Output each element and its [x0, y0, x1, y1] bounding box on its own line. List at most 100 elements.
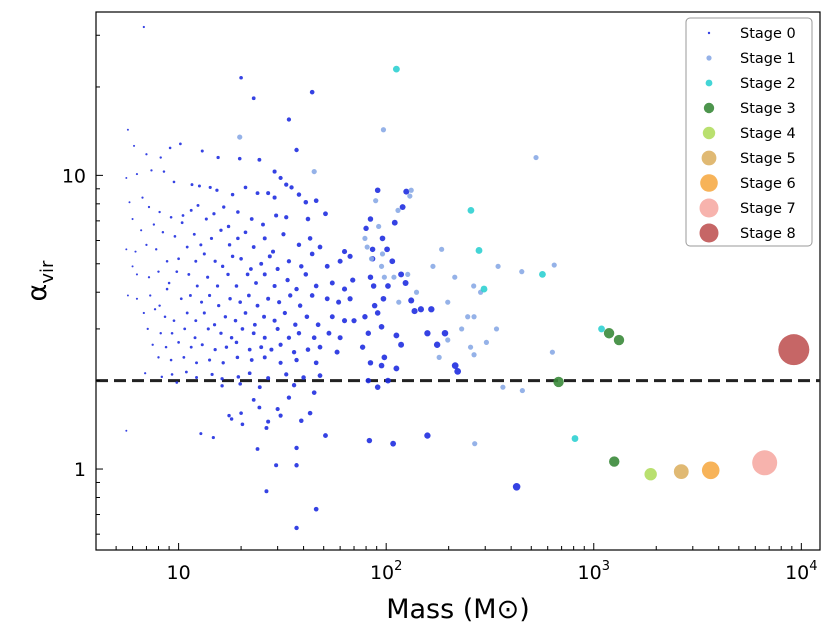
point-stage-0: [307, 410, 313, 416]
point-stage-2: [571, 435, 579, 442]
point-stage-0: [274, 213, 279, 218]
point-stage-0: [399, 204, 406, 211]
point-stage-0: [305, 216, 311, 222]
point-stage-0: [251, 331, 256, 336]
point-stage-2: [467, 206, 475, 214]
point-stage-0: [197, 184, 201, 188]
point-stage-0: [160, 375, 164, 379]
point-stage-0: [307, 236, 313, 241]
point-stage-0: [350, 277, 356, 283]
point-stage-0: [303, 272, 309, 277]
point-stage-0: [294, 525, 299, 531]
point-stage-0: [411, 308, 418, 315]
point-stage-0: [278, 413, 283, 418]
point-stage-0: [334, 349, 340, 355]
point-stage-0: [170, 373, 174, 376]
point-stage-0: [213, 259, 217, 263]
point-stage-0: [341, 286, 348, 292]
point-stage-1: [495, 263, 501, 269]
point-stage-0: [294, 463, 299, 468]
point-stage-1: [465, 314, 471, 320]
point-stage-0: [324, 296, 330, 302]
y-tick-label: 10: [62, 165, 86, 187]
point-stage-0: [324, 263, 330, 269]
point-stage-0: [227, 243, 232, 247]
point-stage-0: [278, 175, 283, 181]
point-stage-0: [172, 180, 176, 184]
legend-label-stage-0: Stage 0: [740, 26, 796, 42]
point-stage-0: [151, 343, 154, 346]
point-stage-0: [249, 358, 254, 362]
point-stage-0: [146, 327, 149, 331]
point-stage-0: [177, 257, 180, 261]
point-stage-0: [193, 336, 197, 340]
point-stage-0: [226, 272, 230, 277]
legend-marker-stage-0: [707, 31, 711, 35]
point-stage-0: [235, 355, 240, 360]
point-stage-5: [673, 464, 689, 480]
point-stage-0: [378, 362, 385, 369]
point-stage-1: [413, 289, 420, 295]
point-stage-0: [192, 232, 196, 236]
point-stage-0: [131, 218, 134, 221]
point-stage-0: [266, 419, 271, 424]
point-stage-0: [285, 277, 290, 283]
point-stage-0: [157, 270, 160, 273]
point-stage-1: [405, 271, 411, 278]
point-stage-1: [493, 326, 500, 332]
point-stage-0: [221, 361, 225, 365]
point-stage-0: [398, 341, 405, 348]
point-stage-1: [467, 344, 474, 350]
point-stage-0: [202, 252, 206, 256]
point-stage-0: [223, 315, 228, 319]
point-stage-0: [210, 372, 214, 376]
point-stage-0: [236, 210, 240, 214]
legend-label-stage-5: Stage 5: [740, 151, 796, 167]
point-stage-0: [239, 411, 243, 415]
point-stage-1: [549, 349, 555, 355]
point-stage-0: [134, 250, 137, 253]
point-stage-0: [251, 245, 256, 249]
point-stage-0: [181, 214, 185, 217]
point-stage-7: [752, 450, 778, 476]
point-stage-0: [125, 429, 128, 432]
point-stage-1: [396, 299, 402, 305]
point-stage-0: [238, 300, 242, 304]
point-stage-0: [126, 128, 129, 131]
y-axis-title-main: α: [22, 284, 53, 302]
point-stage-0: [309, 293, 315, 298]
point-stage-0: [152, 223, 156, 226]
point-stage-0: [158, 210, 161, 214]
point-stage-0: [296, 331, 302, 336]
point-stage-0: [141, 196, 144, 199]
point-stage-1: [380, 127, 387, 133]
legend-label-stage-7: Stage 7: [740, 201, 796, 217]
point-stage-1: [551, 262, 557, 268]
point-stage-0: [169, 215, 173, 219]
point-stage-1: [471, 352, 477, 358]
point-stage-0: [262, 236, 267, 241]
legend-label-stage-3: Stage 3: [740, 101, 796, 117]
point-stage-0: [313, 506, 319, 512]
point-stage-0: [281, 232, 286, 237]
point-stage-0: [262, 314, 267, 319]
point-stage-0: [164, 345, 168, 349]
point-stage-1: [445, 299, 451, 305]
point-stage-1: [439, 246, 445, 252]
point-stage-0: [374, 187, 381, 194]
point-stage-1: [472, 441, 478, 447]
point-stage-0: [337, 258, 343, 264]
point-stage-0: [274, 463, 279, 468]
point-stage-0: [266, 376, 271, 381]
legend-marker-stage-6: [700, 174, 718, 192]
point-stage-0: [291, 382, 297, 388]
point-stage-0: [173, 235, 177, 238]
point-stage-0: [125, 248, 128, 251]
point-stage-0: [194, 319, 198, 323]
point-stage-0: [351, 318, 357, 324]
point-stage-0: [380, 295, 387, 302]
point-stage-1: [471, 283, 477, 289]
point-stage-0: [267, 254, 272, 259]
point-stage-0: [125, 176, 128, 179]
point-stage-0: [272, 169, 277, 174]
